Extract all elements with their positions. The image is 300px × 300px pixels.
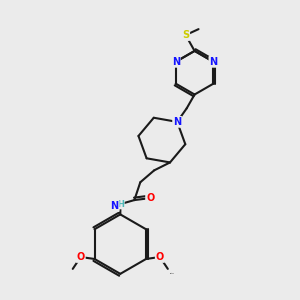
Text: H: H — [117, 200, 124, 208]
Text: N: N — [172, 57, 180, 67]
Text: methyl: methyl — [170, 273, 175, 274]
Text: N: N — [173, 117, 181, 127]
Text: N: N — [209, 57, 217, 67]
Text: O: O — [146, 193, 154, 203]
Text: O: O — [76, 252, 85, 262]
Text: O: O — [156, 252, 164, 262]
Text: S: S — [182, 30, 189, 40]
Text: N: N — [110, 201, 118, 211]
